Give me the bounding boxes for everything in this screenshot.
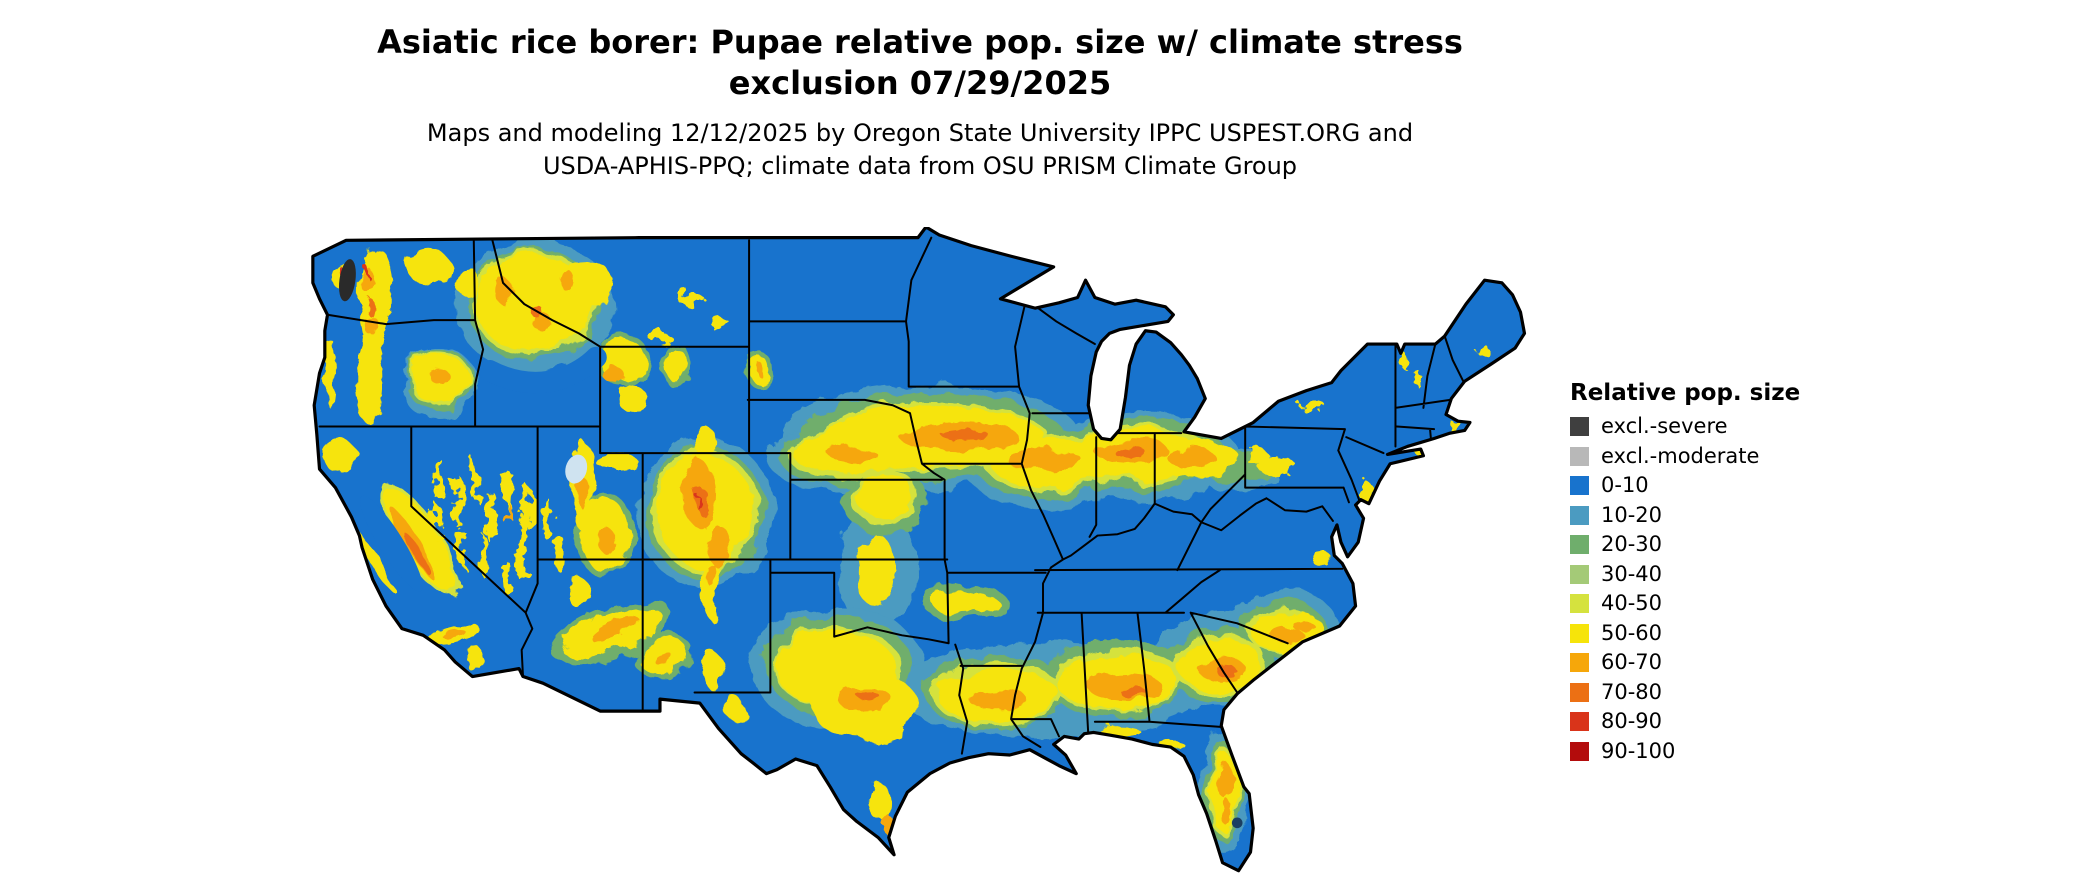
- legend-swatch: [1570, 594, 1589, 613]
- legend-swatch: [1570, 476, 1589, 495]
- legend-row: 10-20: [1570, 502, 1800, 527]
- legend-label: 40-50: [1601, 591, 1663, 615]
- legend-label: 70-80: [1601, 679, 1663, 704]
- legend-row: 40-50: [1570, 593, 1800, 614]
- legend-row: 20-30: [1570, 534, 1800, 555]
- legend-swatch: [1570, 564, 1589, 584]
- legend-label: 30-40: [1601, 561, 1663, 586]
- map-title-line1: Asiatic rice borer: Pupae relative pop. …: [377, 23, 1463, 61]
- legend-title: Relative pop. size: [1570, 380, 1801, 406]
- map-title-line2: exclusion 07/29/2025: [728, 64, 1112, 102]
- legend-row: 90-100: [1570, 738, 1800, 763]
- state-borders: [318, 236, 1465, 755]
- legend-swatch: [1570, 535, 1589, 554]
- legend-row: 60-70: [1570, 652, 1800, 673]
- legend-label: 60-70: [1601, 650, 1663, 674]
- legend-label: 10-20: [1601, 502, 1663, 527]
- legend-swatch: [1570, 653, 1589, 672]
- map-subtitle-line1: Maps and modeling 12/12/2025 by Oregon S…: [426, 119, 1414, 147]
- legend-swatch: [1570, 682, 1589, 702]
- legend-swatch: [1570, 446, 1589, 466]
- population-data-layer: [322, 230, 1488, 854]
- legend-label: 80-90: [1601, 709, 1663, 733]
- legend-row: 0-10: [1570, 475, 1800, 496]
- legend-label: 20-30: [1601, 532, 1663, 556]
- legend-row: 80-90: [1570, 711, 1800, 732]
- legend-items: excl.-severe excl.-moderate 0-10 10-20 20-30…: [1570, 416, 1800, 762]
- legend-label: excl.-moderate: [1601, 443, 1760, 468]
- legend-row: 70-80: [1570, 679, 1800, 704]
- us-map: [306, 227, 1530, 892]
- legend: Relative pop. size excl.-severe excl.-mod…: [1570, 380, 1800, 770]
- legend-swatch: [1570, 623, 1589, 643]
- map-header: Asiatic rice borer: Pupae relative pop. …: [0, 22, 1840, 183]
- legend-swatch: [1570, 741, 1589, 761]
- legend-swatch: [1570, 712, 1589, 731]
- lake-okeechobee: [1231, 817, 1243, 829]
- great-salt-lake: [565, 454, 588, 484]
- legend-row: excl.-moderate: [1570, 443, 1800, 468]
- legend-label: excl.-severe: [1601, 414, 1728, 438]
- legend-row: 30-40: [1570, 561, 1800, 586]
- legend-label: 0-10: [1601, 473, 1649, 497]
- us-map-svg: [311, 227, 1527, 873]
- legend-label: 50-60: [1601, 620, 1663, 645]
- low-population-valleys: [360, 346, 607, 592]
- map-subtitle-line2: USDA-APHIS-PPQ; climate data from OSU PR…: [542, 152, 1298, 180]
- map-subtitle: Maps and modeling 12/12/2025 by Oregon S…: [0, 117, 1840, 183]
- legend-swatch: [1570, 417, 1589, 436]
- legend-row: 50-60: [1570, 620, 1800, 645]
- legend-swatch: [1570, 505, 1589, 525]
- puget-sound: [338, 259, 356, 302]
- legend-label: 90-100: [1601, 738, 1676, 763]
- legend-row: excl.-severe: [1570, 416, 1800, 437]
